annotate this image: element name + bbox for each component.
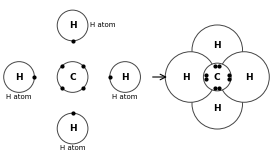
Circle shape xyxy=(192,25,242,75)
Circle shape xyxy=(165,52,216,102)
Text: H: H xyxy=(213,41,221,50)
Text: H: H xyxy=(15,73,23,82)
Text: H atom: H atom xyxy=(60,145,85,151)
Text: H atom: H atom xyxy=(90,22,116,29)
Text: H: H xyxy=(213,104,221,113)
Text: H: H xyxy=(245,73,252,82)
Text: H: H xyxy=(69,21,76,30)
Text: C: C xyxy=(69,73,76,82)
Text: H: H xyxy=(121,73,129,82)
Text: C: C xyxy=(214,73,221,82)
Circle shape xyxy=(219,52,269,102)
Text: H atom: H atom xyxy=(6,94,32,100)
Text: H: H xyxy=(69,124,76,133)
Text: H: H xyxy=(182,73,190,82)
Circle shape xyxy=(203,63,231,91)
Circle shape xyxy=(192,78,242,129)
Text: H atom: H atom xyxy=(112,94,138,100)
